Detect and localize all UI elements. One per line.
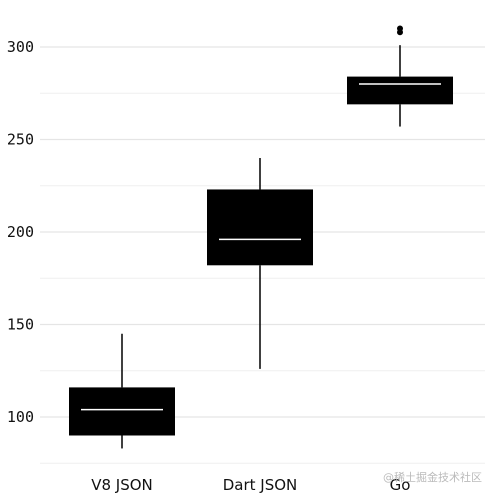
y-tick-label: 150 [7, 316, 34, 334]
y-tick-label: 250 [7, 131, 34, 149]
box-go [347, 25, 453, 127]
box-v8-json [69, 333, 175, 449]
y-axis: 100 150 200 250 300 [7, 38, 34, 426]
y-tick-label: 300 [7, 38, 34, 56]
y-tick-label: 200 [7, 223, 34, 241]
y-tick-label: 100 [7, 408, 34, 426]
iqr-box [69, 387, 175, 436]
x-tick-label: Dart JSON [223, 476, 298, 494]
iqr-box [207, 189, 313, 266]
box-series [69, 25, 453, 449]
outlier-point [397, 25, 403, 32]
iqr-box [347, 76, 453, 105]
watermark: @稀土掘金技术社区 [383, 470, 482, 484]
x-axis: V8 JSON Dart JSON Go [91, 476, 410, 494]
box-dart-json [207, 158, 313, 369]
x-tick-label: V8 JSON [91, 476, 153, 494]
x-tick-label: Go [390, 476, 411, 494]
